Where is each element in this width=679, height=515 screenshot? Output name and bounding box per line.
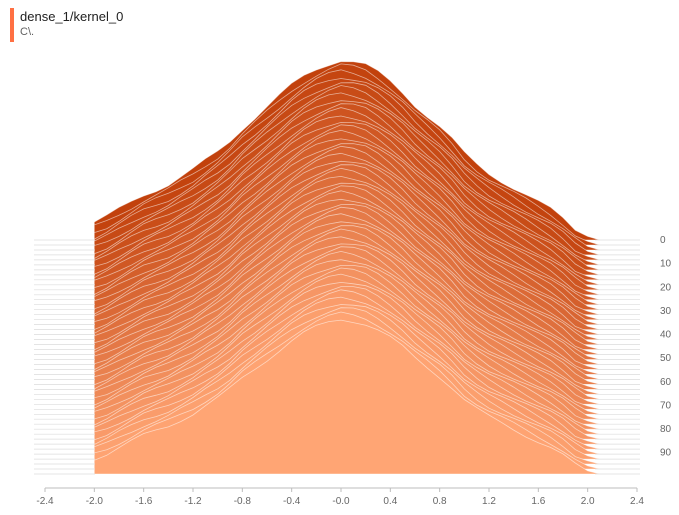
x-tick-label: 1.2 (482, 496, 496, 507)
step-tick-label: 40 (660, 330, 672, 341)
run-name: C\. (20, 26, 35, 38)
x-tick-label: -0.8 (234, 496, 252, 507)
x-tick-label: -0.4 (283, 496, 301, 507)
x-tick-label: 0.4 (383, 496, 397, 507)
run-color-bar (10, 8, 14, 42)
x-tick-label: -2.0 (86, 496, 104, 507)
x-tick-label: 2.4 (630, 496, 644, 507)
step-tick-label: 60 (660, 377, 672, 388)
step-tick-label: 50 (660, 353, 672, 364)
histogram-layers (93, 61, 601, 475)
x-tick-label: 2.0 (581, 496, 595, 507)
step-tick-label: 80 (660, 424, 672, 435)
chart-title: dense_1/kernel_0 (20, 9, 124, 24)
step-guide-lines (34, 239, 640, 475)
x-tick-label: 0.8 (433, 496, 447, 507)
x-tick-label: -0.0 (332, 496, 350, 507)
step-tick-label: 10 (660, 259, 672, 270)
step-tick-label: 90 (660, 448, 672, 459)
histogram-slice (93, 319, 601, 475)
x-tick-label: -1.2 (184, 496, 202, 507)
step-tick-label: 30 (660, 306, 672, 317)
x-tick-label: -2.4 (36, 496, 54, 507)
x-tick-label: 1.6 (531, 496, 545, 507)
step-tick-label: 0 (660, 235, 666, 246)
step-tick-label: 20 (660, 282, 672, 293)
x-axis: -2.4 -2.0 -1.6 -1.2 -0.8 -0.4 -0.0 0.4 0.8 1.2 1.6… (36, 487, 644, 507)
step-tick-label: 70 (660, 400, 672, 411)
step-axis: 0 10 20 30 40 50 60 70 80 90 (660, 235, 672, 459)
x-tick-label: -1.6 (135, 496, 153, 507)
